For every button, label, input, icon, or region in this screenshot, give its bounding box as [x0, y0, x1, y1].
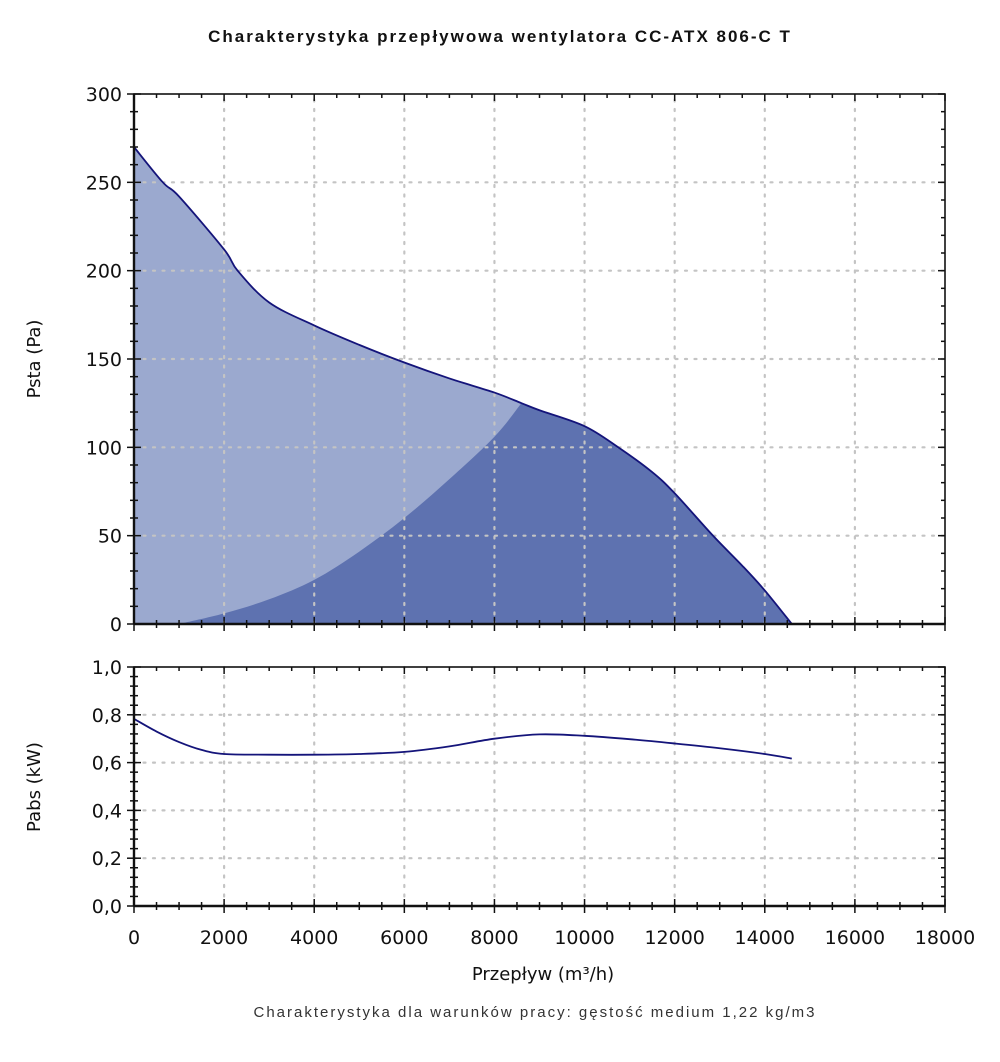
power-y-tick-label: 1,0: [92, 657, 122, 679]
power-y-tick-label: 0,6: [92, 753, 122, 775]
pressure-y-tick-label: 300: [86, 84, 122, 106]
chart-title: Charakterystyka przepływowa wentylatora …: [208, 27, 792, 46]
x-tick-label: 16000: [825, 927, 885, 949]
pressure-curve: [133, 146, 793, 625]
pressure-y-tick-label: 0: [110, 614, 122, 636]
pressure-plot: 0 50 100 150 200 250 300: [86, 84, 947, 636]
x-tick-label: 6000: [380, 927, 428, 949]
pressure-y-tick-label: 200: [86, 261, 122, 283]
power-y-tick-label: 0,8: [92, 705, 122, 727]
x-tick-label: 4000: [290, 927, 338, 949]
plot-frame: [133, 666, 946, 907]
x-tick-label: 14000: [735, 927, 795, 949]
x-tick-label: 0: [128, 927, 140, 949]
x-tick-label: 18000: [915, 927, 975, 949]
x-tick-label: 2000: [200, 927, 248, 949]
x-axis-label: Przepływ (m³/h): [472, 964, 614, 985]
power-curve: [133, 718, 792, 760]
pressure-y-axis-label: Psta (Pa): [24, 320, 45, 399]
power-y-axis-label: Pabs (kW): [24, 742, 45, 832]
x-tick-label: 10000: [554, 927, 614, 949]
conditions-note: Charakterystyka dla warunków pracy: gęst…: [253, 1004, 816, 1021]
pressure-y-tick-label: 50: [98, 526, 122, 548]
pressure-y-tick-label: 150: [86, 349, 122, 371]
power-y-tick-label: 0,2: [92, 848, 122, 870]
pressure-y-tick-label: 100: [86, 437, 122, 459]
x-tick-label: 8000: [470, 927, 518, 949]
power-y-tick-label: 0,4: [92, 800, 122, 822]
power-plot: 0,0 0,2 0,4 0,6 0,8 1,0: [92, 657, 947, 918]
pressure-y-tick-label: 250: [86, 172, 122, 194]
power-y-tick-label: 0,0: [92, 896, 122, 918]
x-tick-label: 12000: [644, 927, 704, 949]
